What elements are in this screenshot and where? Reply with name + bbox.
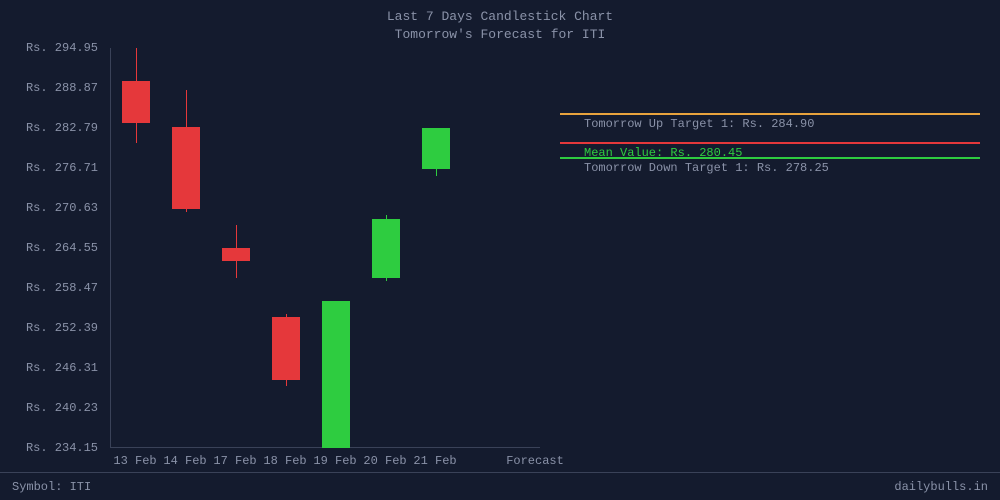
footer-bar: Symbol: ITI dailybulls.in	[0, 472, 1000, 500]
chart-title-block: Last 7 Days Candlestick Chart Tomorrow's…	[0, 8, 1000, 44]
candle-body	[372, 219, 400, 278]
footer-symbol: Symbol: ITI	[12, 480, 91, 494]
x-tick-label: 18 Feb	[263, 454, 306, 468]
x-tick-label: Forecast	[506, 454, 564, 468]
y-tick-label: Rs. 276.71	[26, 161, 98, 175]
y-tick-label: Rs. 246.31	[26, 361, 98, 375]
candle-body	[272, 317, 300, 380]
x-tick-label: 17 Feb	[213, 454, 256, 468]
x-tick-label: 21 Feb	[413, 454, 456, 468]
y-tick-label: Rs. 270.63	[26, 201, 98, 215]
forecast-panel: Tomorrow Up Target 1: Rs. 284.90Mean Val…	[560, 48, 980, 448]
y-tick-label: Rs. 234.15	[26, 441, 98, 455]
chart-title-2: Tomorrow's Forecast for ITI	[0, 26, 1000, 44]
x-tick-label: 14 Feb	[163, 454, 206, 468]
forecast-target-label: Tomorrow Down Target 1: Rs. 278.25	[584, 161, 829, 175]
footer-brand: dailybulls.in	[894, 480, 988, 494]
candle-body	[172, 127, 200, 209]
y-tick-label: Rs. 240.23	[26, 401, 98, 415]
forecast-target-line	[560, 142, 980, 144]
candle-body	[122, 81, 150, 124]
x-tick-label: 20 Feb	[363, 454, 406, 468]
x-tick-label: 13 Feb	[113, 454, 156, 468]
candle-body	[322, 301, 350, 448]
forecast-target-line	[560, 113, 980, 115]
forecast-target-label: Tomorrow Up Target 1: Rs. 284.90	[584, 117, 814, 131]
y-tick-label: Rs. 282.79	[26, 121, 98, 135]
y-tick-label: Rs. 288.87	[26, 81, 98, 95]
candle-body	[222, 248, 250, 261]
x-axis-labels: 13 Feb 14 Feb 17 Feb 18 Feb 19 Feb 20 Feb 21 F…	[110, 452, 910, 472]
candlestick-plot	[110, 48, 540, 448]
candle-body	[422, 128, 450, 169]
forecast-target-line	[560, 157, 980, 159]
y-tick-label: Rs. 264.55	[26, 241, 98, 255]
x-tick-label: 19 Feb	[313, 454, 356, 468]
chart-title-1: Last 7 Days Candlestick Chart	[0, 8, 1000, 26]
y-axis-labels: Rs. 294.95Rs. 288.87Rs. 282.79Rs. 276.71…	[0, 48, 104, 448]
y-tick-label: Rs. 258.47	[26, 281, 98, 295]
y-tick-label: Rs. 252.39	[26, 321, 98, 335]
y-tick-label: Rs. 294.95	[26, 41, 98, 55]
